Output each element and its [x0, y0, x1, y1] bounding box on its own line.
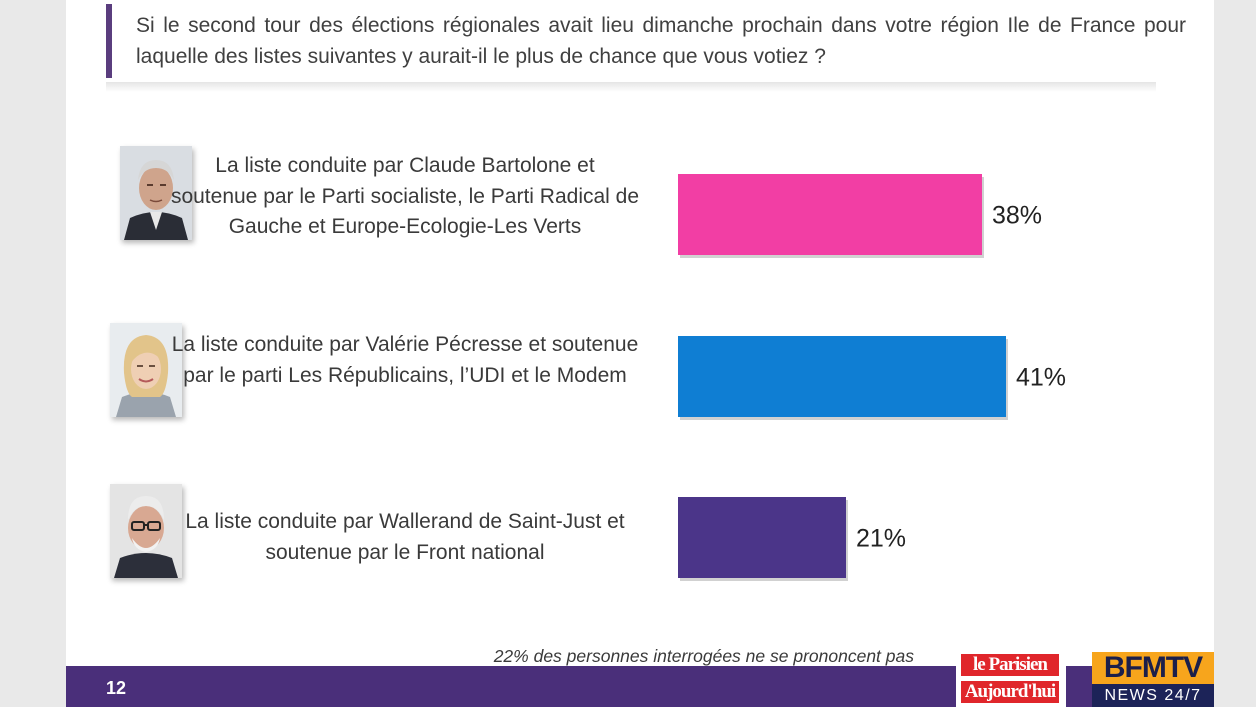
- footnote: 22% des personnes interrogées ne se pron…: [493, 646, 914, 666]
- data-label-1: 41%: [1016, 364, 1066, 392]
- question-accent-bar: [106, 4, 112, 78]
- question-divider: [106, 82, 1156, 92]
- data-label-2: 21%: [856, 525, 906, 553]
- category-label-pecresse: La liste conduite par Valérie Pécresse e…: [171, 333, 639, 387]
- page-number: 12: [106, 678, 127, 698]
- category-label-saint-just: La liste conduite par Wallerand de Saint…: [185, 510, 625, 564]
- le-parisien-logo: le Parisien Aujourd'hui: [956, 652, 1066, 707]
- le-parisien-logo-line1: le Parisien: [961, 654, 1059, 676]
- bar-2: [678, 497, 846, 578]
- data-label-0: 38%: [992, 202, 1042, 230]
- bar-1: [678, 336, 1006, 417]
- le-parisien-logo-line2: Aujourd'hui: [961, 681, 1059, 703]
- category-label-bartolone: La liste conduite par Claude Bartolone e…: [170, 154, 640, 238]
- portrait-saint-just: [110, 484, 182, 578]
- question-text: Si le second tour des élections régional…: [136, 14, 1186, 68]
- slide: Si le second tour des élections régional…: [66, 0, 1214, 707]
- portrait-bartolone: [120, 146, 192, 240]
- bar-0: [678, 174, 982, 255]
- bar-chart: 38% 41% 21%: [678, 174, 1066, 581]
- bfmtv-logo-bottom: NEWS 24/7: [1092, 684, 1214, 707]
- bfmtv-logo: BFMTV NEWS 24/7: [1092, 652, 1214, 707]
- portrait-pecresse: [110, 323, 182, 417]
- bfmtv-logo-top: BFMTV: [1092, 652, 1214, 684]
